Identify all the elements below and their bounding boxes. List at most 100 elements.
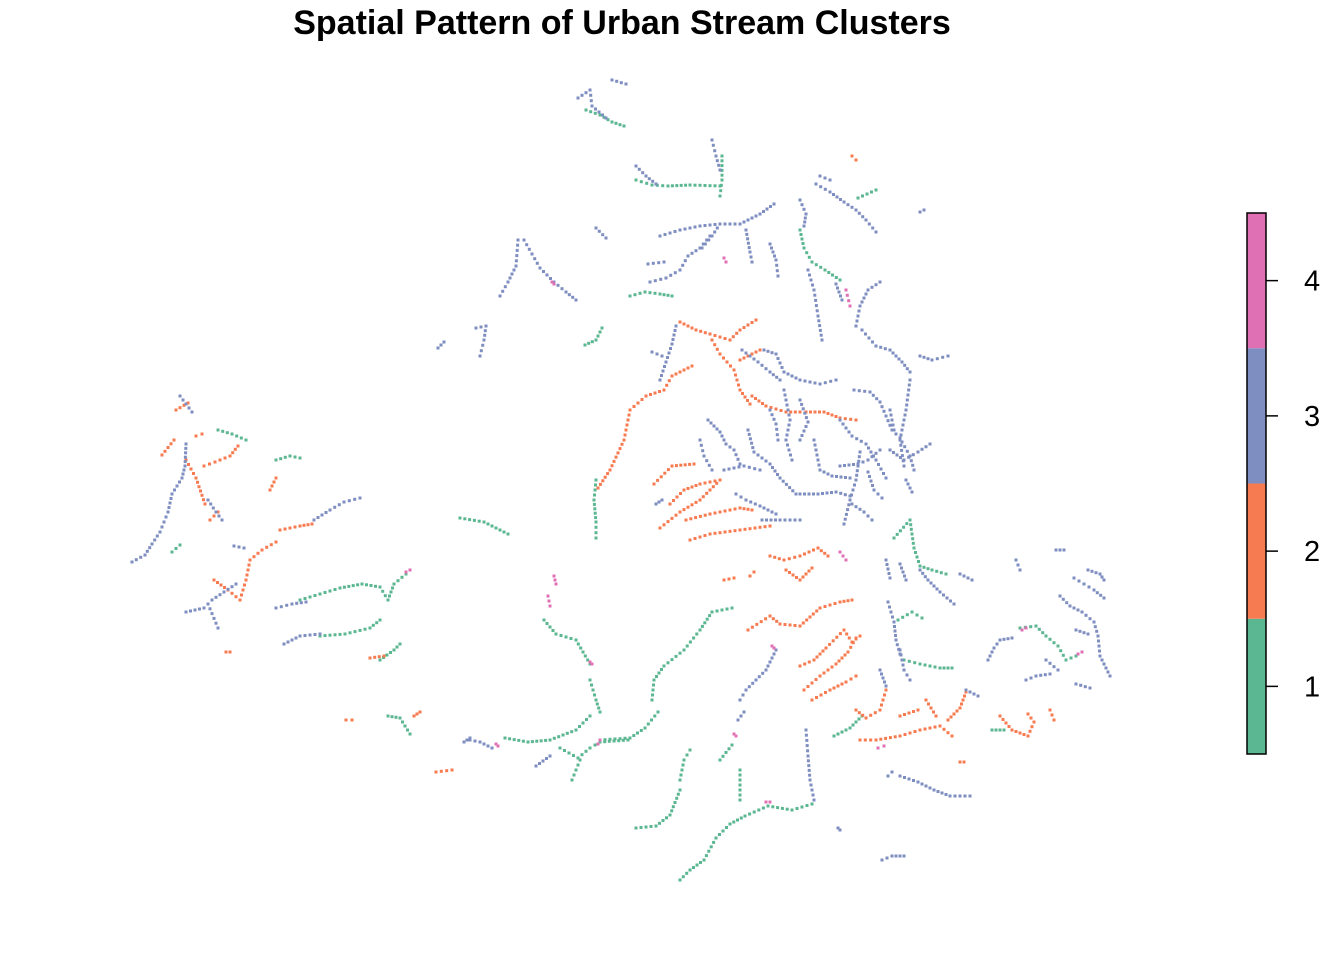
- stream-point-cluster-3: [722, 468, 726, 472]
- stream-point-cluster-2: [445, 769, 449, 773]
- stream-point-cluster-2: [260, 548, 264, 552]
- stream-point-cluster-3: [868, 475, 871, 478]
- stream-point-cluster-3: [686, 254, 690, 258]
- stream-point-cluster-3: [907, 777, 911, 781]
- stream-point-cluster-3: [506, 280, 510, 284]
- stream-point-cluster-4: [772, 646, 776, 650]
- stream-point-cluster-3: [854, 324, 858, 328]
- stream-point-cluster-1: [718, 194, 722, 198]
- stream-point-cluster-3: [785, 403, 789, 407]
- stream-point-cluster-3: [576, 96, 580, 100]
- stream-point-cluster-3: [812, 288, 816, 292]
- stream-point-cluster-2: [208, 462, 211, 466]
- stream-point-cluster-2: [293, 525, 297, 529]
- stream-point-cluster-3: [816, 492, 820, 496]
- stream-point-cluster-2: [675, 495, 679, 499]
- stream-point-cluster-3: [560, 287, 564, 291]
- stream-point-cluster-3: [567, 293, 571, 297]
- colorbar-tick-label: 2: [1304, 536, 1320, 568]
- stream-point-cluster-3: [900, 454, 904, 458]
- stream-point-cluster-1: [646, 722, 650, 726]
- stream-point-cluster-1: [587, 341, 591, 345]
- stream-point-cluster-1: [915, 613, 919, 617]
- stream-point-cluster-2: [415, 712, 419, 716]
- stream-point-cluster-3: [210, 612, 214, 616]
- stream-point-cluster-2: [718, 531, 722, 535]
- stream-point-cluster-2: [858, 634, 862, 638]
- stream-point-cluster-1: [896, 618, 900, 622]
- stream-point-cluster-1: [679, 773, 683, 777]
- stream-point-cluster-2: [612, 459, 616, 463]
- stream-point-cluster-1: [1029, 625, 1033, 629]
- stream-point-cluster-3: [867, 336, 871, 340]
- stream-point-cluster-3: [678, 228, 682, 232]
- stream-point-cluster-2: [434, 770, 438, 774]
- stream-point-cluster-3: [870, 455, 874, 459]
- stream-point-cluster-1: [651, 688, 655, 692]
- stream-point-cluster-2: [200, 432, 204, 436]
- stream-point-cluster-3: [806, 759, 810, 763]
- stream-point-cluster-3: [316, 516, 320, 519]
- stream-point-cluster-3: [584, 91, 588, 95]
- stream-point-cluster-1: [708, 184, 712, 188]
- stream-point-cluster-1: [244, 438, 248, 442]
- stream-point-cluster-1: [666, 293, 670, 297]
- stream-point-cluster-3: [746, 428, 750, 432]
- stream-point-cluster-3: [145, 549, 149, 553]
- stream-point-cluster-3: [855, 437, 859, 441]
- stream-point-cluster-1: [648, 291, 652, 295]
- stream-point-cluster-3: [749, 255, 753, 259]
- stream-point-cluster-3: [798, 438, 802, 442]
- stream-point-cluster-2: [699, 329, 703, 333]
- stream-point-cluster-3: [900, 440, 904, 444]
- stream-point-cluster-1: [389, 590, 393, 594]
- stream-point-cluster-1: [922, 565, 926, 569]
- stream-point-cluster-3: [655, 352, 659, 356]
- stream-point-cluster-3: [193, 608, 197, 612]
- stream-point-cluster-2: [649, 393, 652, 396]
- stream-point-cluster-2: [793, 410, 797, 414]
- stream-point-cluster-2: [854, 708, 858, 712]
- stream-point-cluster-3: [214, 510, 218, 514]
- stream-point-cluster-1: [512, 738, 516, 742]
- stream-point-cluster-1: [569, 637, 573, 640]
- stream-point-cluster-3: [482, 742, 486, 746]
- stream-point-cluster-3: [970, 578, 974, 582]
- stream-point-cluster-2: [182, 403, 186, 407]
- stream-point-cluster-3: [805, 738, 809, 742]
- stream-point-cluster-2: [950, 734, 954, 738]
- stream-point-cluster-3: [890, 770, 894, 774]
- stream-point-cluster-3: [667, 351, 671, 355]
- stream-point-cluster-3: [672, 333, 676, 337]
- stream-point-cluster-3: [1102, 662, 1106, 666]
- stream-point-cluster-1: [902, 525, 906, 529]
- stream-point-cluster-2: [412, 714, 416, 718]
- stream-point-cluster-1: [472, 518, 476, 522]
- stream-point-cluster-3: [770, 413, 774, 417]
- stream-point-cluster-1: [913, 661, 917, 665]
- stream-point-cluster-3: [878, 400, 882, 404]
- stream-point-cluster-2: [708, 480, 712, 484]
- stream-point-cluster-2: [810, 698, 814, 702]
- stream-point-cluster-3: [924, 784, 928, 788]
- stream-point-cluster-1: [298, 456, 302, 460]
- stream-point-cluster-3: [212, 616, 216, 620]
- stream-point-cluster-3: [773, 254, 776, 258]
- stream-point-cluster-3: [701, 242, 705, 246]
- stream-point-cluster-3: [1043, 673, 1047, 677]
- stream-point-cluster-3: [734, 453, 738, 457]
- colorbar-swatch-4: [1247, 213, 1266, 349]
- stream-point-cluster-2: [640, 398, 644, 401]
- stream-point-cluster-3: [707, 463, 711, 467]
- stream-point-cluster-3: [641, 171, 645, 175]
- stream-point-cluster-1: [700, 624, 704, 628]
- stream-point-cluster-2: [224, 650, 228, 654]
- stream-point-cluster-1: [386, 598, 390, 602]
- stream-point-cluster-1: [576, 642, 580, 646]
- stream-point-cluster-1: [676, 792, 680, 796]
- stream-point-cluster-3: [836, 826, 840, 830]
- stream-point-cluster-3: [285, 603, 289, 607]
- stream-point-cluster-1: [998, 728, 1002, 732]
- stream-point-cluster-1: [912, 546, 916, 550]
